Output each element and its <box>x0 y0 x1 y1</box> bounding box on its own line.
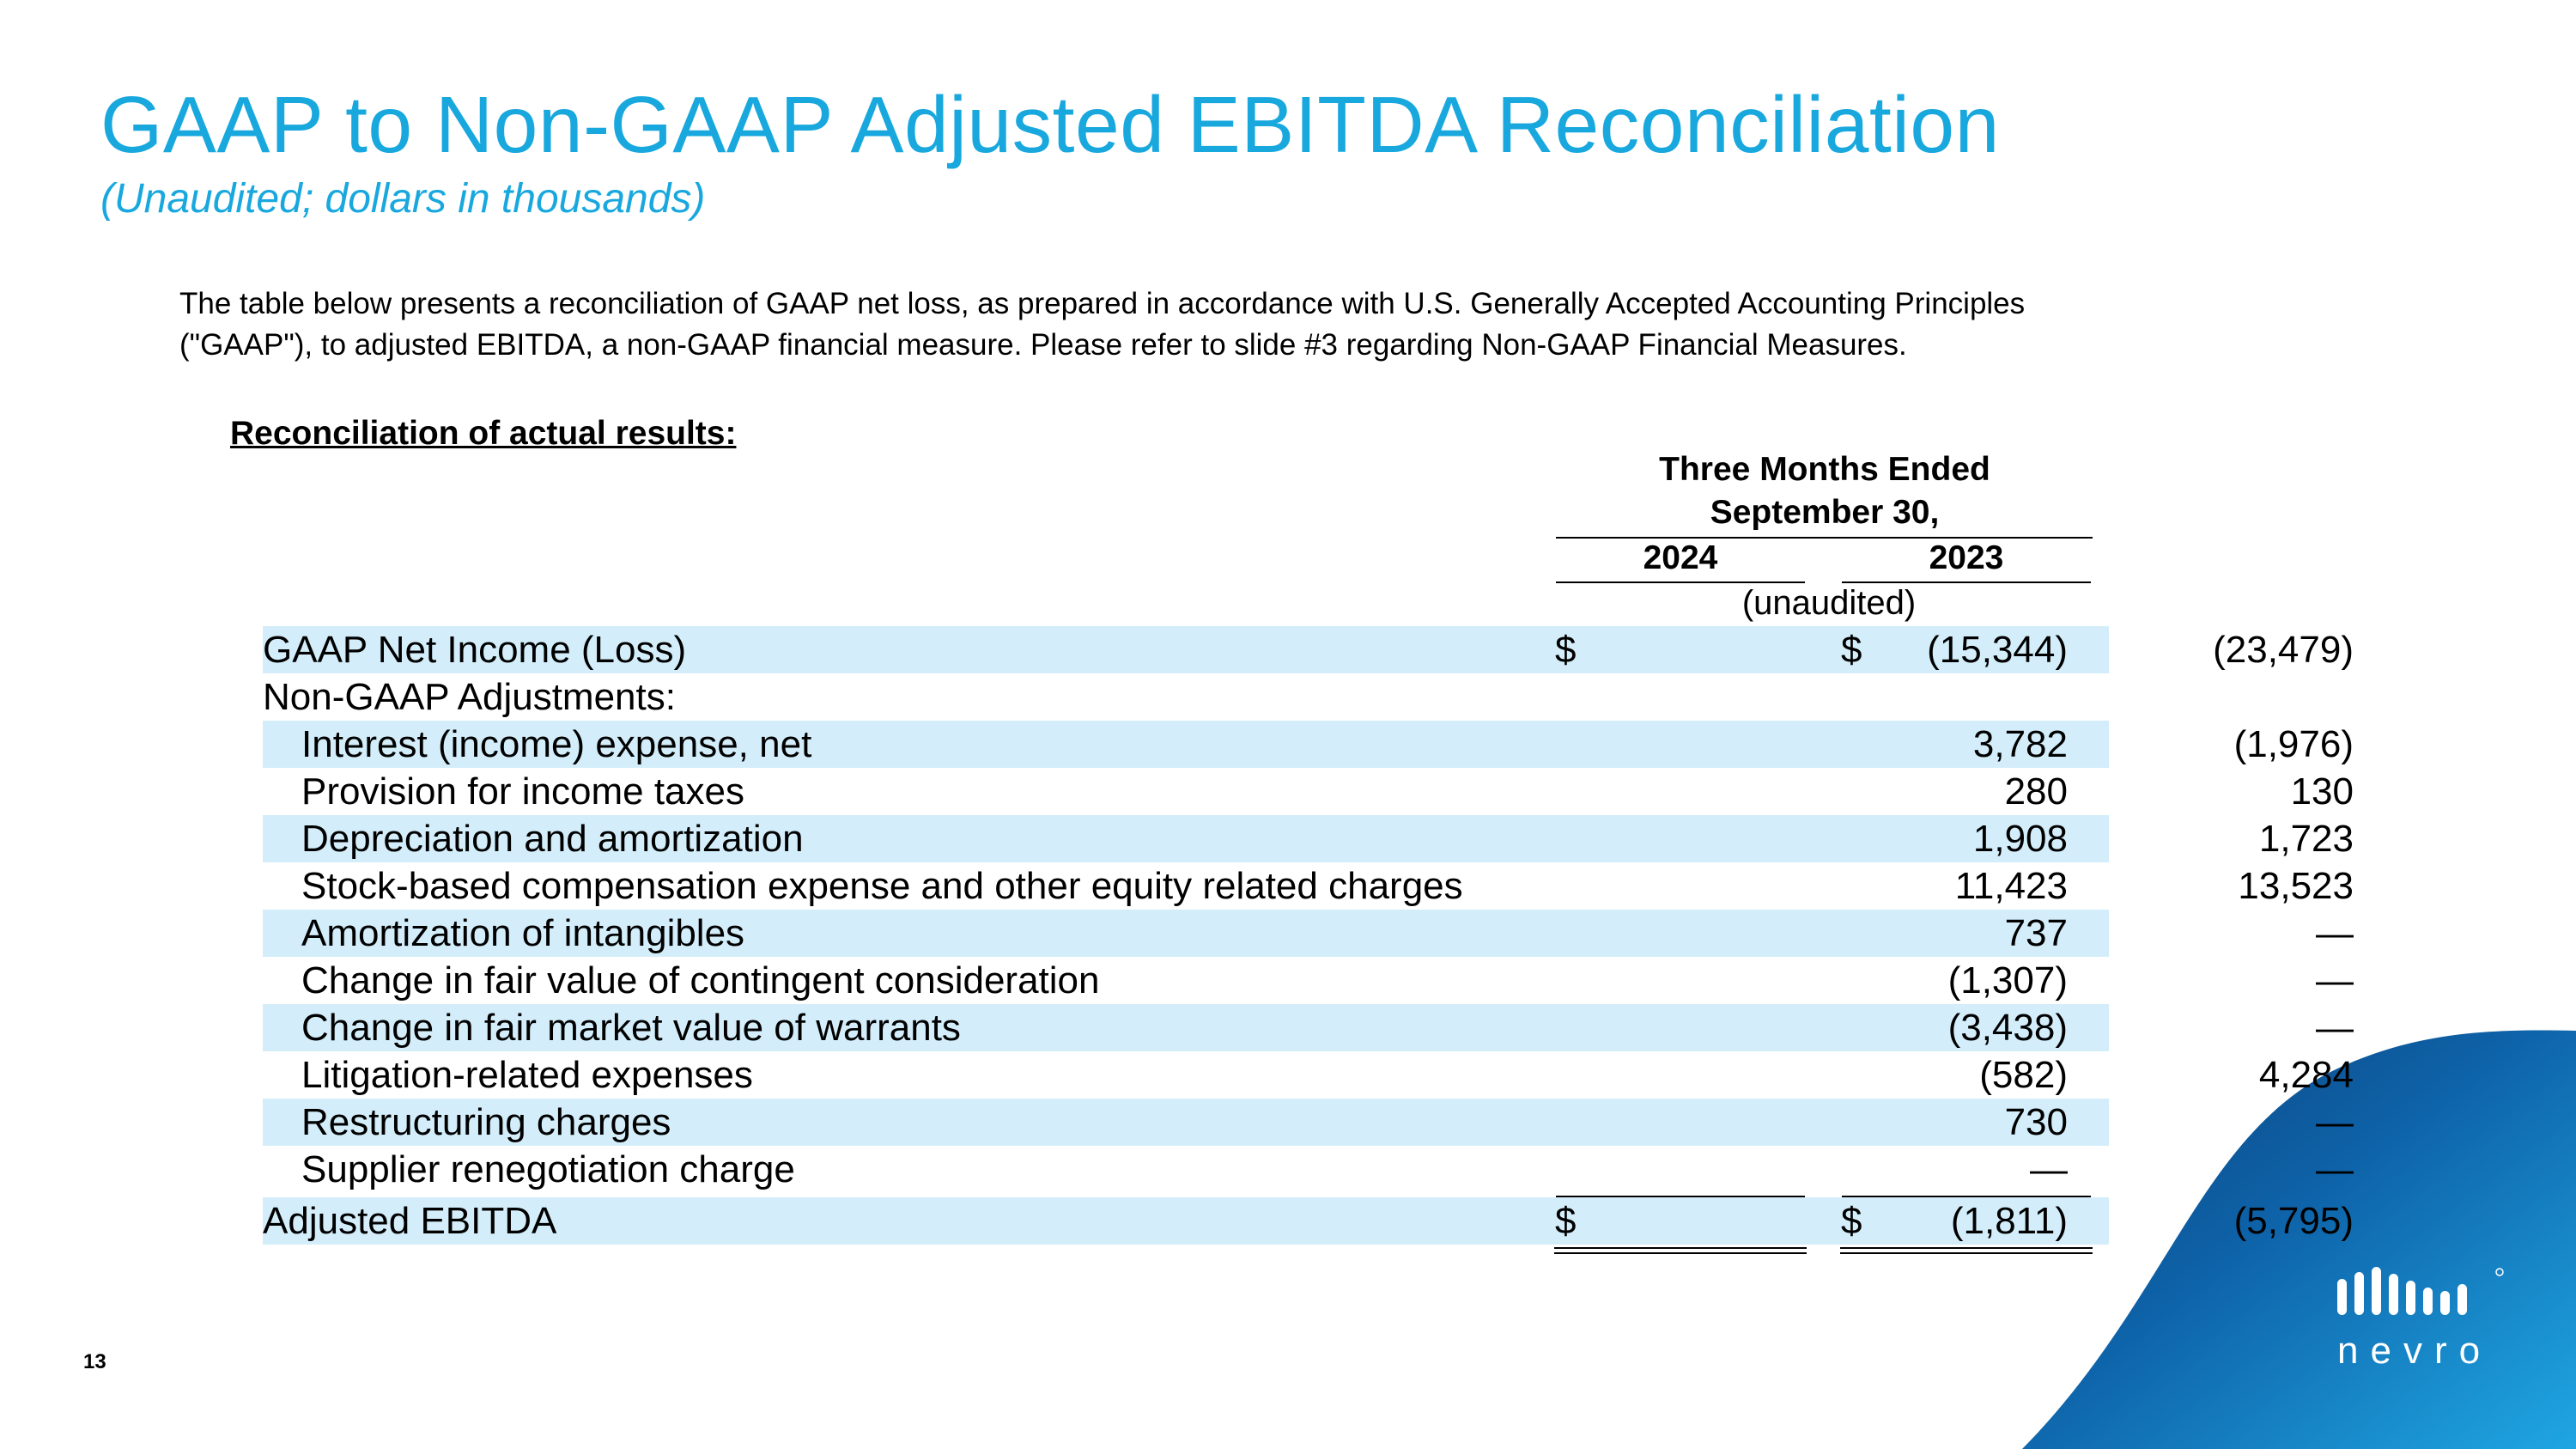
table-row: Adjusted EBITDA $ (1,811) $ (5,795) <box>263 1197 2354 1245</box>
row-label: Stock-based compensation expense and oth… <box>301 865 1463 907</box>
table-row: Litigation-related expenses (582) 4,284 <box>263 1051 2354 1099</box>
value-2024: (15,344) <box>1927 629 2068 671</box>
row-label: GAAP Net Income (Loss) <box>263 629 687 671</box>
value-2023: — <box>2316 1148 2354 1190</box>
period-header: September 30, <box>1554 494 2095 532</box>
value-2023: (5,795) <box>2233 1200 2354 1242</box>
period-header-line: Three Months Ended <box>1659 451 1990 488</box>
value-2023: 13,523 <box>2238 865 2354 907</box>
value-2024: (1,811) <box>1950 1200 2068 1242</box>
table-row: Change in fair market value of warrants … <box>263 1004 2354 1051</box>
subtotal-rule-2024 <box>1556 1196 1805 1197</box>
table-row: Amortization of intangibles 737 — <box>263 910 2354 957</box>
table-row: Restructuring charges 730 — <box>263 1099 2354 1146</box>
subtotal-rule-2023 <box>1842 1196 2091 1197</box>
year-header-2023: 2023 <box>1929 539 2004 576</box>
intro-line: ("GAAP"), to adjusted EBITDA, a non-GAAP… <box>179 328 1907 362</box>
currency-symbol: $ <box>1555 1200 1577 1242</box>
page-title: GAAP to Non-GAAP Adjusted EBITDA Reconci… <box>100 80 2000 169</box>
year-header-2024: 2024 <box>1643 539 1718 576</box>
year-rule-2024 <box>1556 581 1805 583</box>
unaudited-label: (unaudited) <box>1741 584 1917 622</box>
section-heading: Reconciliation of actual results: <box>230 415 737 452</box>
row-label: Provision for income taxes <box>301 770 744 813</box>
row-label: Adjusted EBITDA <box>263 1200 557 1242</box>
value-2024: 11,423 <box>1954 865 2068 907</box>
currency-symbol: $ <box>1555 629 1577 671</box>
table-row: Interest (income) expense, net 3,782 (1,… <box>263 721 2354 768</box>
value-2024: 280 <box>2004 770 2068 813</box>
row-label: Litigation-related expenses <box>301 1054 753 1096</box>
currency-symbol: $ <box>1841 1200 1862 1242</box>
value-2023: — <box>2316 959 2354 1002</box>
value-2023: 130 <box>2290 770 2354 813</box>
row-label: Change in fair market value of warrants <box>301 1007 961 1049</box>
row-label: Supplier renegotiation charge <box>301 1148 795 1190</box>
total-double-rule-2024 <box>1554 1247 1807 1254</box>
value-2023: — <box>2316 912 2354 954</box>
value-2023: (23,479) <box>2213 629 2354 671</box>
value-2023: 1,723 <box>2258 818 2354 860</box>
row-label: Restructuring charges <box>301 1101 671 1143</box>
value-2024: (1,307) <box>1947 959 2068 1002</box>
brand-wordmark: nevro <box>2337 1330 2493 1372</box>
intro-paragraph: The table below presents a reconciliatio… <box>179 283 2240 366</box>
row-label: Interest (income) expense, net <box>301 723 812 765</box>
table-row: GAAP Net Income (Loss) $ (15,344) $ (23,… <box>263 626 2354 673</box>
value-2023: (1,976) <box>2233 723 2354 765</box>
value-2024: 1,908 <box>1972 818 2068 860</box>
period-header: Three Months Ended <box>1554 451 2095 489</box>
nevro-logo-icon <box>2337 1267 2504 1315</box>
page-subtitle: (Unaudited; dollars in thousands) <box>100 176 706 222</box>
period-header-line: September 30, <box>1710 494 1940 531</box>
value-2024: 3,782 <box>1972 723 2068 765</box>
row-label: Change in fair value of contingent consi… <box>301 959 1100 1002</box>
currency-symbol: $ <box>1841 629 1862 671</box>
total-double-rule-2023 <box>1840 1247 2093 1254</box>
table-row: Supplier renegotiation charge — — <box>263 1146 2354 1193</box>
value-2024: (3,438) <box>1947 1007 2068 1049</box>
table-row: Non-GAAP Adjustments: <box>263 673 2109 721</box>
value-2024: 737 <box>2004 912 2068 954</box>
table-row: Stock-based compensation expense and oth… <box>263 862 2354 910</box>
value-2023: 4,284 <box>2258 1054 2354 1096</box>
value-2024: (582) <box>1979 1054 2068 1096</box>
value-2023: — <box>2316 1101 2354 1143</box>
row-label: Non-GAAP Adjustments: <box>263 676 676 718</box>
intro-line: The table below presents a reconciliatio… <box>179 287 2026 320</box>
year-rule-2023 <box>1842 581 2091 583</box>
value-2024: 730 <box>2004 1101 2068 1143</box>
page-number: 13 <box>83 1350 106 1373</box>
table-row: Provision for income taxes 280 130 <box>263 768 2354 815</box>
header-rule <box>1556 537 2093 539</box>
value-2024: — <box>2030 1148 2068 1190</box>
table-row: Change in fair value of contingent consi… <box>263 957 2354 1004</box>
row-label: Depreciation and amortization <box>301 818 804 860</box>
value-2023: — <box>2316 1007 2354 1049</box>
row-label: Amortization of intangibles <box>301 912 745 954</box>
table-row: Depreciation and amortization 1,908 1,72… <box>263 815 2354 862</box>
